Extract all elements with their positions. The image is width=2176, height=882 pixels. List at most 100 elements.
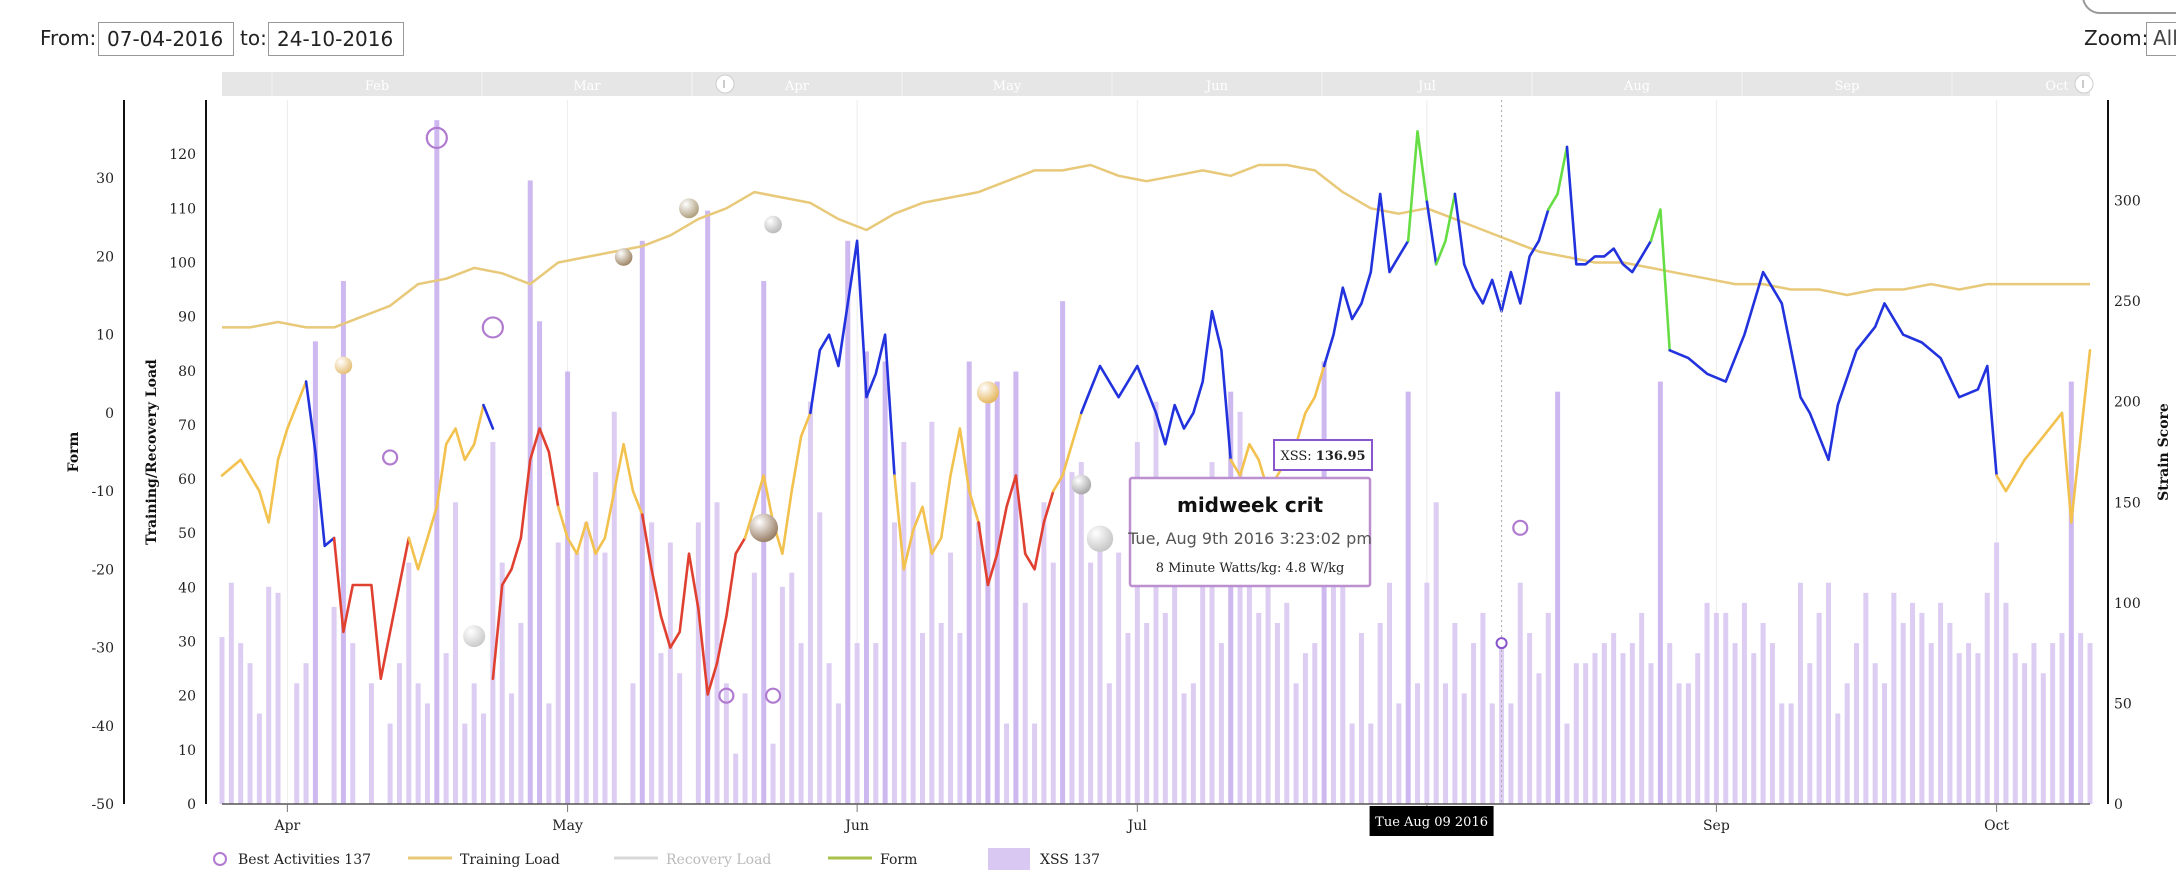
xss-bar (1732, 643, 1738, 804)
xss-bar (331, 606, 337, 804)
to-date-input[interactable] (268, 22, 404, 56)
xss-bar (901, 441, 907, 804)
from-date-input[interactable] (98, 22, 234, 56)
xss-bar (2059, 633, 2065, 804)
best-activity-marker[interactable] (1512, 519, 1529, 536)
activity-orb (1071, 474, 1092, 495)
xss-bar (434, 120, 440, 805)
navigator-month-label: Oct (2045, 79, 2069, 94)
xss-bar (714, 502, 720, 804)
form-segment (1547, 145, 1569, 211)
xss-bar (247, 663, 253, 804)
xss-bar (490, 441, 496, 804)
navigator-month-label: Jun (1204, 79, 1229, 94)
strain-tick-label: 200 (2114, 395, 2141, 411)
xss-bar (873, 643, 879, 804)
form-segment (304, 380, 336, 548)
xss-bar (733, 753, 739, 804)
xss-bar (1022, 602, 1028, 804)
xss-bar (1097, 542, 1103, 804)
load-tick-label: 40 (178, 580, 196, 596)
xss-bar (1695, 653, 1701, 804)
xss-bar (1900, 622, 1906, 804)
xss-bar (2012, 653, 2018, 804)
form-axis-title: Form (66, 431, 82, 472)
navigator-month-label: Sep (1835, 79, 1860, 94)
xss-bar (238, 643, 244, 804)
from-label: From: (40, 26, 97, 50)
best-activity-marker[interactable] (425, 126, 448, 150)
xss-bar (1032, 723, 1038, 804)
xss-bar (1284, 602, 1290, 804)
tooltip-detail: 8 Minute Watts/kg: 4.8 W/kg (1156, 561, 1345, 576)
legend[interactable]: Best Activities 137 Training Load Recovery… (213, 848, 1100, 870)
form-segment (1425, 200, 1438, 266)
xss-bar (1713, 612, 1719, 804)
best-activity-marker[interactable] (382, 449, 399, 466)
xss-bar (1527, 633, 1533, 804)
xss-bar (583, 522, 589, 804)
activity-orb (679, 198, 699, 219)
xss-bar (2087, 643, 2093, 804)
xss-bar (891, 522, 897, 804)
xss-bar (1910, 602, 1916, 804)
navigator-handle-right[interactable] (2074, 74, 2094, 94)
xss-bar (1536, 673, 1542, 804)
xss-bar (1854, 643, 1859, 804)
xss-bar (1751, 653, 1757, 804)
best-activity-markers[interactable] (382, 126, 1529, 704)
strain-tick-label: 250 (2114, 294, 2141, 310)
xss-bar (1620, 653, 1626, 804)
xss-bar (882, 361, 888, 804)
xss-bar (807, 401, 813, 804)
xss-bar (1835, 713, 1841, 804)
form-tick-label: 30 (96, 171, 114, 187)
best-activity-marker[interactable] (718, 687, 735, 704)
range-navigator[interactable]: Feb Mar Apr May Jun Jul Aug Sep Oct (222, 72, 2094, 96)
xss-bar (481, 713, 487, 804)
zoom-all-button[interactable]: All (2146, 22, 2176, 56)
strain-tick-label: 50 (2114, 696, 2132, 712)
xss-bar (1947, 622, 1953, 804)
xss-bar (1340, 532, 1346, 804)
xss-bar (658, 653, 664, 804)
xss-bar (1555, 391, 1561, 804)
activity-orb (749, 513, 779, 543)
xss-bar (966, 361, 972, 804)
xss-bar (2040, 673, 2046, 804)
form-segment (743, 411, 812, 555)
xss-bar (2022, 663, 2028, 804)
xss-bar (1415, 683, 1421, 804)
xss-bar (1172, 522, 1178, 804)
xss-bar (1741, 602, 1747, 804)
best-activity-marker[interactable] (764, 687, 782, 704)
xss-bar (1807, 663, 1813, 804)
xss-bar (1125, 633, 1131, 804)
xss-bar (1368, 723, 1374, 804)
xss-bar (443, 653, 449, 804)
xss-bar (835, 703, 841, 804)
xss-bar (1508, 703, 1514, 804)
xss-bar (1013, 371, 1019, 804)
xss-bar (957, 633, 963, 804)
load-tick-label: 50 (178, 526, 196, 542)
best-activity-marker[interactable] (481, 316, 504, 339)
xss-bar (294, 683, 300, 804)
form-tick-label: -40 (91, 719, 114, 735)
navigator-month-label: Jul (1416, 79, 1436, 94)
xss-bar (630, 683, 636, 804)
load-tick-label: 0 (187, 797, 196, 813)
navigator-month-label: Apr (784, 79, 810, 94)
xss-bar (1797, 582, 1803, 804)
xss-bar (1228, 391, 1234, 804)
xss-bar (938, 622, 944, 804)
xss-bar (1237, 411, 1243, 804)
xss-bar (499, 562, 505, 804)
xss-bar (1573, 663, 1579, 804)
strain-tick-label: 0 (2114, 797, 2123, 813)
load-tick-label: 100 (169, 255, 196, 271)
xss-bar (826, 663, 832, 804)
navigator-handle-left[interactable] (715, 74, 735, 94)
form-segment (1668, 270, 1998, 477)
crosshair-date-box (1369, 806, 1494, 836)
